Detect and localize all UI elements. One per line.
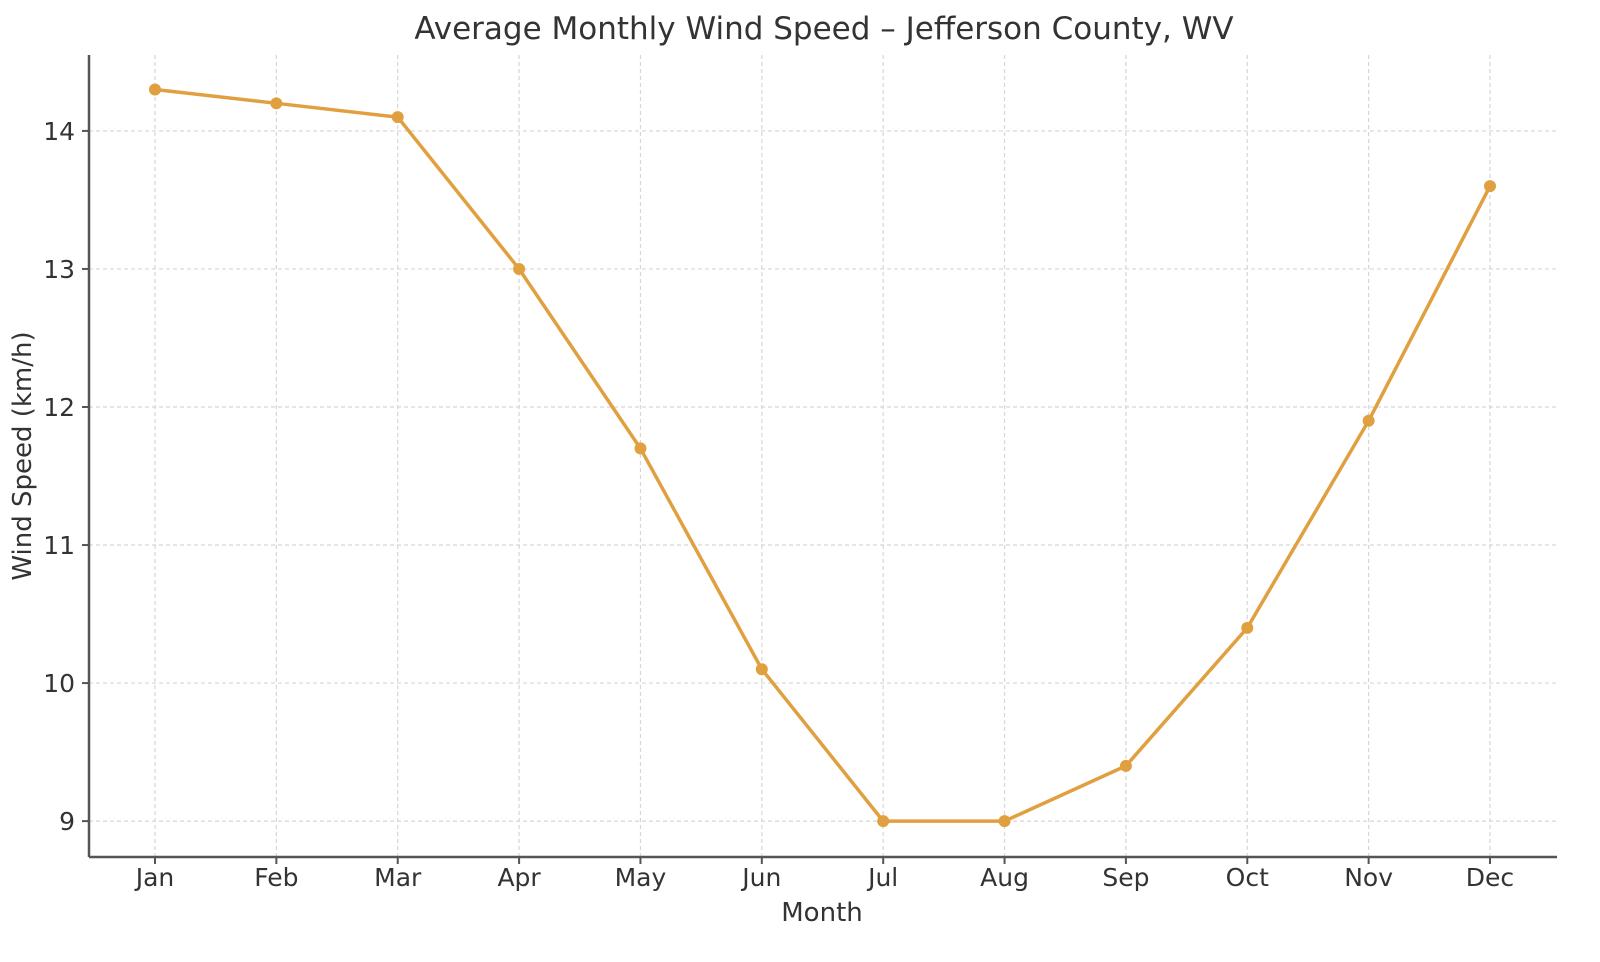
data-point — [634, 442, 647, 455]
x-tick-label: Mar — [374, 863, 422, 892]
x-tick-label: Feb — [254, 863, 298, 892]
x-tick-label: Sep — [1102, 863, 1149, 892]
data-point — [755, 663, 768, 676]
y-tick-label: 11 — [43, 531, 75, 560]
data-point — [877, 815, 890, 828]
y-tick-label: 12 — [43, 393, 75, 422]
y-tick-label: 14 — [43, 117, 75, 146]
x-tick-label: Jul — [866, 863, 898, 892]
y-axis-title: Wind Speed (km/h) — [8, 331, 38, 580]
x-tick-label: Dec — [1466, 863, 1514, 892]
data-point — [149, 83, 161, 96]
x-axis-title: Month — [781, 898, 863, 928]
x-tick-label: May — [615, 863, 667, 892]
x-tick-label: Nov — [1344, 863, 1393, 892]
data-point — [1362, 414, 1375, 427]
y-tick-label: 9 — [59, 807, 75, 836]
y-tick-label: 13 — [43, 255, 75, 284]
x-tick-label: Oct — [1226, 863, 1269, 892]
y-tick-label: 10 — [43, 669, 75, 698]
chart-title: Average Monthly Wind Speed – Jefferson C… — [414, 11, 1233, 47]
tick-labels-layer: Jan Feb Mar Apr May Jun Jul Aug Sep Oct Nov Dec 9 10 1… — [43, 117, 1514, 892]
series-layer — [149, 83, 1496, 828]
axes-layer — [82, 55, 1557, 864]
data-point — [1484, 180, 1496, 193]
x-tick-label: Apr — [497, 863, 541, 892]
data-point — [513, 262, 526, 275]
x-tick-label: Aug — [980, 863, 1029, 892]
data-point — [391, 111, 404, 124]
data-point — [270, 97, 283, 110]
data-point — [1241, 621, 1254, 634]
series-line — [153, 87, 1492, 823]
x-tick-label: Jan — [134, 863, 175, 892]
grid-layer — [89, 55, 1557, 857]
x-tick-label: Jun — [740, 863, 781, 892]
data-point — [998, 815, 1011, 828]
data-point — [1119, 759, 1132, 772]
